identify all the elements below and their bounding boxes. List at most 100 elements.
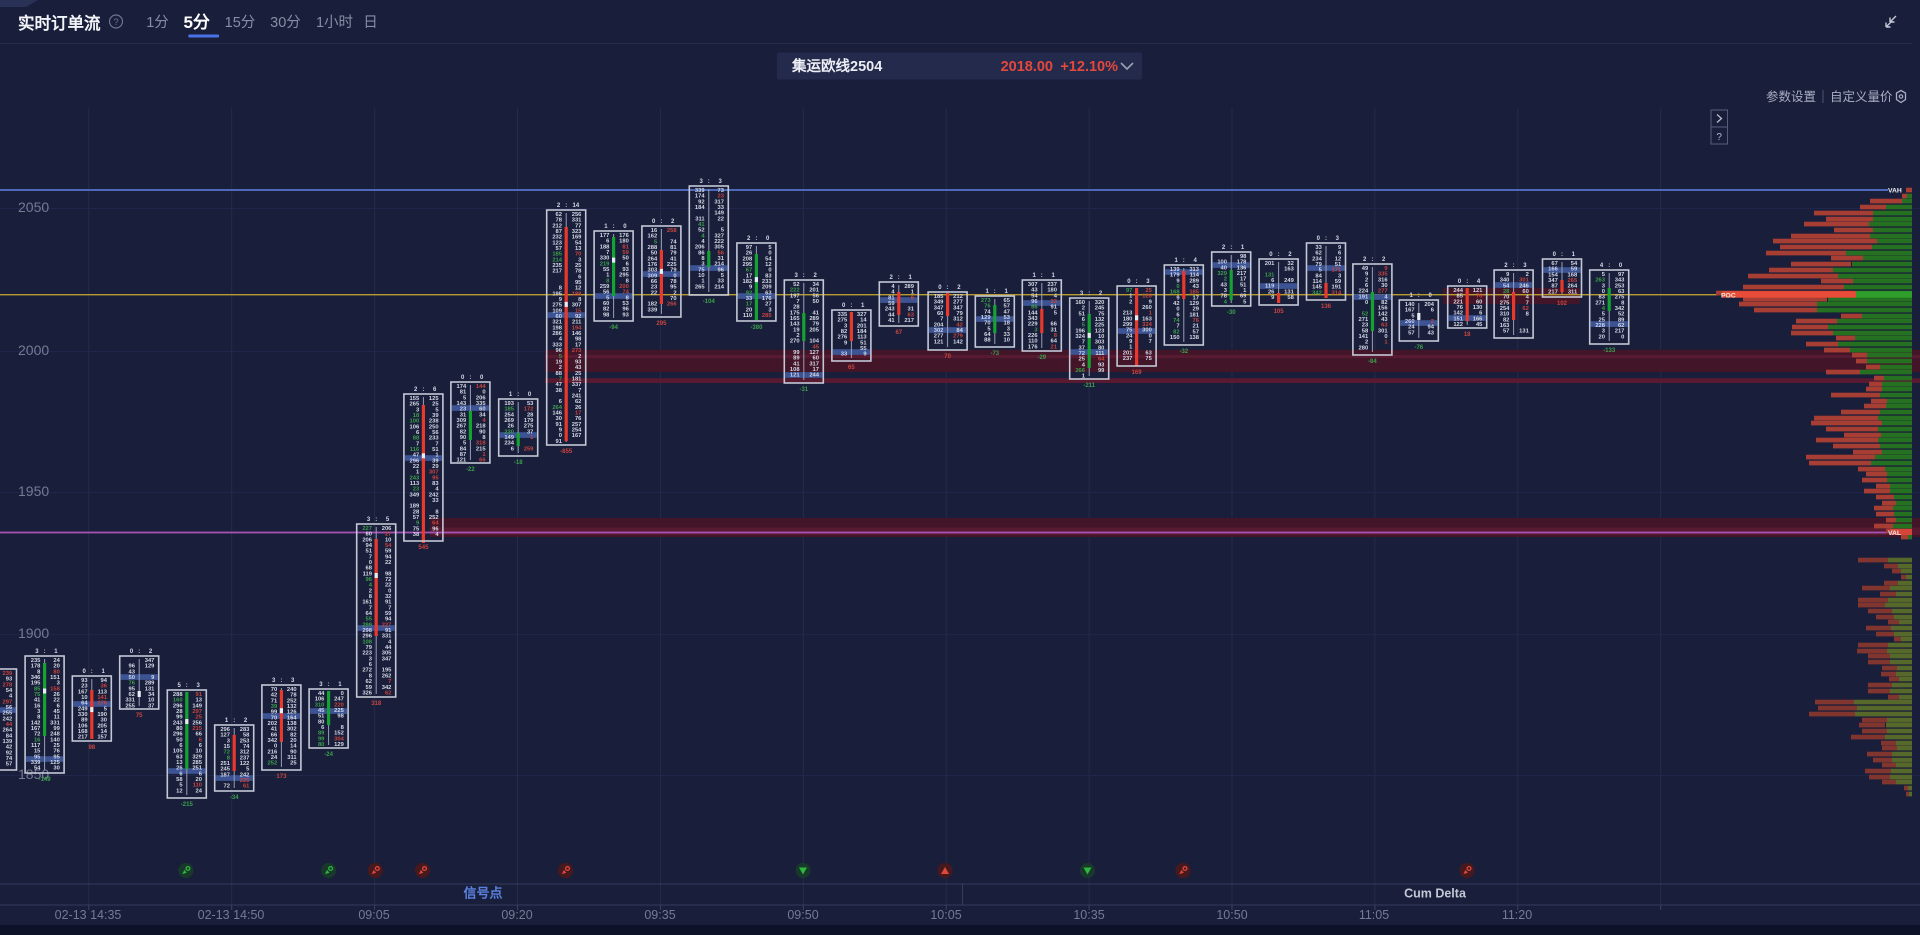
svg-text:270: 270 bbox=[790, 339, 800, 345]
svg-text:164: 164 bbox=[287, 715, 297, 721]
svg-text:4: 4 bbox=[9, 694, 13, 700]
svg-text:43: 43 bbox=[129, 669, 136, 675]
svg-text::: : bbox=[898, 275, 900, 281]
svg-text:+12.10%: +12.10% bbox=[1060, 59, 1118, 75]
svg-text:63: 63 bbox=[176, 754, 183, 760]
svg-text:-76: -76 bbox=[1414, 345, 1423, 351]
svg-text:25: 25 bbox=[575, 263, 582, 269]
svg-text:0: 0 bbox=[82, 669, 86, 675]
svg-text:84: 84 bbox=[6, 733, 13, 739]
svg-text:168: 168 bbox=[1170, 290, 1180, 296]
svg-text:3: 3 bbox=[794, 273, 798, 279]
svg-text:56: 56 bbox=[603, 290, 610, 296]
svg-text:9: 9 bbox=[559, 297, 563, 303]
svg-text:76: 76 bbox=[129, 681, 136, 687]
svg-text:184: 184 bbox=[857, 329, 867, 335]
svg-text:5: 5 bbox=[435, 407, 439, 413]
svg-text:0: 0 bbox=[1176, 284, 1179, 290]
svg-text:27: 27 bbox=[765, 302, 771, 308]
svg-text:331: 331 bbox=[50, 720, 60, 726]
svg-text:41: 41 bbox=[813, 310, 820, 316]
svg-text:9: 9 bbox=[416, 521, 420, 527]
svg-text:335: 335 bbox=[1378, 272, 1388, 278]
svg-text:283: 283 bbox=[240, 727, 250, 733]
svg-text:VAL: VAL bbox=[1888, 530, 1901, 537]
svg-text:2: 2 bbox=[1504, 263, 1508, 269]
svg-text:96: 96 bbox=[1031, 299, 1038, 305]
svg-text:212: 212 bbox=[552, 223, 562, 229]
svg-text:297: 297 bbox=[192, 709, 202, 715]
svg-text:76: 76 bbox=[575, 416, 582, 422]
svg-text:347: 347 bbox=[145, 658, 155, 664]
svg-text:297: 297 bbox=[3, 699, 13, 705]
svg-text:1: 1 bbox=[1032, 273, 1036, 279]
svg-text:6: 6 bbox=[57, 703, 61, 709]
svg-text:1: 1 bbox=[1149, 311, 1153, 317]
svg-text:108: 108 bbox=[790, 367, 800, 373]
svg-text:62: 62 bbox=[575, 399, 581, 405]
svg-text:11: 11 bbox=[54, 715, 61, 721]
svg-text:58: 58 bbox=[1362, 328, 1369, 334]
svg-text:275: 275 bbox=[1500, 300, 1510, 306]
svg-text:17: 17 bbox=[746, 273, 752, 279]
svg-text:2: 2 bbox=[1365, 277, 1368, 283]
svg-text:51: 51 bbox=[1335, 262, 1342, 268]
svg-text:106: 106 bbox=[410, 424, 420, 430]
svg-text:0: 0 bbox=[768, 251, 771, 257]
svg-text:09:20: 09:20 bbox=[501, 908, 532, 922]
svg-text:22: 22 bbox=[385, 560, 391, 566]
svg-text:131: 131 bbox=[1265, 272, 1275, 278]
svg-text::: : bbox=[469, 375, 471, 381]
svg-text:339: 339 bbox=[31, 760, 41, 766]
svg-text:80: 80 bbox=[318, 742, 324, 748]
svg-text:0: 0 bbox=[388, 588, 391, 594]
svg-text:125: 125 bbox=[429, 396, 439, 402]
svg-text:1: 1 bbox=[1129, 294, 1133, 300]
svg-text:129: 129 bbox=[1189, 301, 1199, 307]
svg-text:25: 25 bbox=[196, 715, 203, 721]
svg-text:61: 61 bbox=[243, 784, 250, 790]
svg-text:9: 9 bbox=[1365, 272, 1369, 278]
svg-text:27: 27 bbox=[385, 532, 391, 538]
svg-text:202: 202 bbox=[268, 721, 278, 727]
svg-text:31: 31 bbox=[460, 412, 467, 418]
svg-text:9: 9 bbox=[1149, 299, 1153, 305]
svg-text:104: 104 bbox=[809, 339, 819, 345]
svg-text:0: 0 bbox=[1317, 236, 1321, 242]
svg-text:263: 263 bbox=[1595, 278, 1605, 284]
svg-text:151: 151 bbox=[1453, 316, 1463, 322]
svg-text:259: 259 bbox=[524, 446, 534, 452]
svg-text:82: 82 bbox=[1173, 329, 1179, 335]
svg-text:300: 300 bbox=[1142, 328, 1152, 334]
svg-text:-29: -29 bbox=[1037, 355, 1046, 361]
svg-text:7: 7 bbox=[559, 376, 562, 382]
svg-text:20: 20 bbox=[290, 738, 296, 744]
svg-text:0: 0 bbox=[528, 392, 532, 398]
svg-text:12: 12 bbox=[575, 286, 581, 292]
svg-text:0: 0 bbox=[842, 303, 846, 309]
svg-text:113: 113 bbox=[98, 689, 108, 695]
svg-text:4: 4 bbox=[388, 639, 392, 645]
svg-text:143: 143 bbox=[457, 401, 467, 407]
svg-text:1: 1 bbox=[1082, 374, 1086, 380]
svg-text:131: 131 bbox=[1284, 289, 1294, 295]
svg-text:2000: 2000 bbox=[18, 342, 49, 358]
svg-text:324: 324 bbox=[1075, 334, 1085, 340]
svg-text:6: 6 bbox=[606, 239, 610, 245]
svg-text:296: 296 bbox=[173, 732, 183, 738]
svg-text:30: 30 bbox=[101, 718, 107, 724]
svg-text:280: 280 bbox=[1359, 345, 1369, 351]
svg-text:301: 301 bbox=[1519, 278, 1529, 284]
svg-text:21: 21 bbox=[1051, 344, 1058, 350]
svg-text:0: 0 bbox=[768, 268, 771, 274]
svg-text:256: 256 bbox=[192, 720, 202, 726]
svg-text:167: 167 bbox=[1405, 308, 1415, 314]
svg-text:234: 234 bbox=[504, 441, 514, 447]
svg-text:307: 307 bbox=[429, 470, 439, 476]
svg-text:1: 1 bbox=[1129, 345, 1133, 351]
svg-text:78: 78 bbox=[556, 218, 563, 224]
svg-text:206: 206 bbox=[476, 395, 486, 401]
svg-text:295: 295 bbox=[656, 321, 667, 327]
svg-text:271: 271 bbox=[1595, 300, 1605, 306]
svg-text:1: 1 bbox=[530, 435, 534, 441]
